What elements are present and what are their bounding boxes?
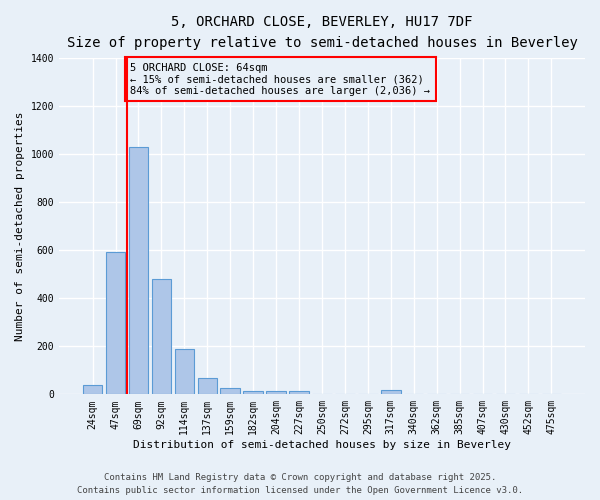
Bar — [175, 348, 194, 395]
Bar — [106, 252, 125, 394]
X-axis label: Distribution of semi-detached houses by size in Beverley: Distribution of semi-detached houses by … — [133, 440, 511, 450]
Bar — [244, 390, 263, 394]
Bar — [381, 390, 401, 394]
Bar — [152, 279, 171, 394]
Title: 5, ORCHARD CLOSE, BEVERLEY, HU17 7DF
Size of property relative to semi-detached : 5, ORCHARD CLOSE, BEVERLEY, HU17 7DF Siz… — [67, 15, 577, 50]
Text: 5 ORCHARD CLOSE: 64sqm
← 15% of semi-detached houses are smaller (362)
84% of se: 5 ORCHARD CLOSE: 64sqm ← 15% of semi-det… — [130, 62, 430, 96]
Bar — [83, 384, 103, 394]
Bar — [197, 378, 217, 394]
Bar — [289, 390, 309, 394]
Bar — [129, 146, 148, 394]
Bar — [266, 390, 286, 394]
Bar — [220, 388, 240, 394]
Text: Contains HM Land Registry data © Crown copyright and database right 2025.
Contai: Contains HM Land Registry data © Crown c… — [77, 474, 523, 495]
Y-axis label: Number of semi-detached properties: Number of semi-detached properties — [15, 112, 25, 341]
